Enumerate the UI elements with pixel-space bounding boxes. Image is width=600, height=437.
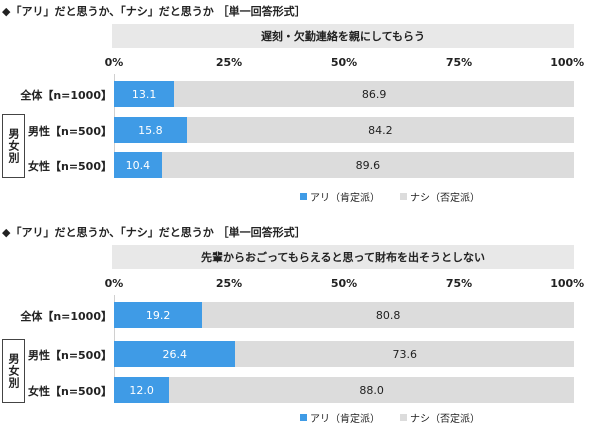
legend-item-yes: アリ（肯定派）: [300, 189, 380, 204]
bar-no-female: 89.6: [161, 152, 574, 178]
row-label-male: 男性【n=500】: [27, 125, 112, 138]
bar-row-total: 13.1 86.9: [114, 81, 574, 107]
tick-label-25: 25%: [215, 56, 243, 69]
question-label: 先輩からおごってもらえると思って財布を出そうとしない: [112, 245, 574, 269]
question-label: 遅刻・欠勤連絡を親にしてもらう: [112, 24, 574, 48]
data-label-yes-total: 13.1: [131, 87, 157, 101]
bar-no-male: 73.6: [235, 341, 574, 367]
group-label-text: 男女別: [7, 353, 20, 389]
row-label-total: 全体【n=1000】: [20, 89, 112, 102]
tick-label-50: 50%: [330, 277, 358, 290]
chart-title: ◆「アリ」だと思うか、「ナシ」だと思うか ［単一回答形式］: [2, 5, 306, 18]
bar-yes-total: 13.1: [114, 81, 175, 107]
row-label-female: 女性【n=500】: [27, 160, 112, 173]
group-label-gender: 男女別: [2, 339, 25, 403]
data-label-no-male: 73.6: [392, 347, 417, 361]
legend-swatch-no: [400, 193, 407, 200]
bar-row-female: 10.4 89.6: [114, 152, 574, 178]
row-label-total: 全体【n=1000】: [20, 310, 112, 323]
tick-label-0: 0%: [104, 56, 124, 69]
data-label-yes-female: 12.0: [129, 383, 154, 397]
bar-yes-total: 19.2: [114, 302, 203, 328]
bar-no-female: 88.0: [169, 377, 574, 403]
legend-label-no: ナシ（否定派）: [410, 193, 480, 204]
bar-row-total: 19.2 80.8: [114, 302, 574, 328]
data-label-no-female: 89.6: [355, 158, 381, 172]
tick-label-0: 0%: [104, 277, 124, 290]
data-label-yes-male: 26.4: [162, 347, 187, 361]
legend-swatch-no: [400, 414, 407, 421]
bar-no-total: 86.9: [174, 81, 574, 107]
row-label-female: 女性【n=500】: [27, 385, 112, 398]
row-label-male: 男性【n=500】: [27, 349, 112, 362]
tick-label-50: 50%: [330, 56, 358, 69]
tick-label-75: 75%: [445, 56, 473, 69]
tick-label-100: 100%: [550, 277, 585, 290]
bar-row-male: 15.8 84.2: [114, 117, 574, 143]
tick-label-100: 100%: [550, 56, 585, 69]
bar-yes-male: 15.8: [114, 117, 187, 143]
chart-title: ◆「アリ」だと思うか、「ナシ」だと思うか ［単一回答形式］: [2, 226, 306, 239]
data-label-no-total: 86.9: [361, 87, 387, 101]
group-label-gender: 男女別: [2, 114, 25, 178]
data-label-yes-female: 10.4: [125, 158, 151, 172]
bar-yes-female: 12.0: [114, 377, 170, 403]
legend-item-yes: アリ（肯定派）: [300, 410, 380, 425]
legend-label-yes: アリ（肯定派）: [310, 414, 380, 425]
data-label-no-total: 80.8: [375, 308, 401, 322]
tick-label-75: 75%: [445, 277, 473, 290]
legend-label-no: ナシ（否定派）: [410, 414, 480, 425]
tick-label-25: 25%: [215, 277, 243, 290]
legend-label-yes: アリ（肯定派）: [310, 193, 380, 204]
data-label-no-male: 84.2: [368, 123, 393, 137]
bar-row-male: 26.4 73.6: [114, 341, 574, 367]
group-label-text: 男女別: [7, 128, 20, 164]
legend-item-no: ナシ（否定派）: [400, 410, 480, 425]
data-label-yes-male: 15.8: [138, 123, 163, 137]
data-label-yes-total: 19.2: [145, 308, 171, 322]
bar-yes-female: 10.4: [114, 152, 162, 178]
data-label-no-female: 88.0: [359, 383, 384, 397]
bar-yes-male: 26.4: [114, 341, 236, 367]
legend-swatch-yes: [300, 193, 307, 200]
bar-no-male: 84.2: [186, 117, 574, 143]
legend-swatch-yes: [300, 414, 307, 421]
bar-row-female: 12.0 88.0: [114, 377, 574, 403]
legend-item-no: ナシ（否定派）: [400, 189, 480, 204]
bar-no-total: 80.8: [202, 302, 574, 328]
